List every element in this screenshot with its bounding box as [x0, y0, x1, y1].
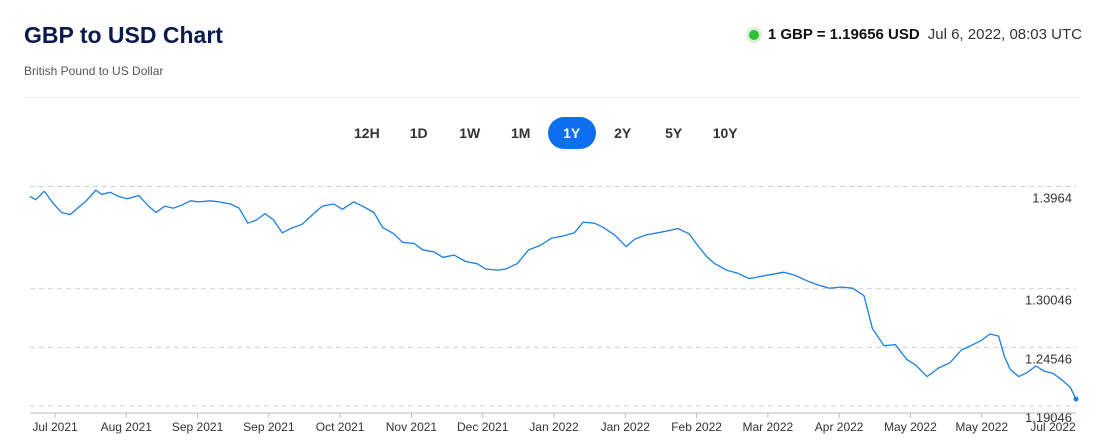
x-tick-label: Mar 2022: [743, 420, 794, 434]
tab-1d[interactable]: 1D: [409, 125, 428, 141]
tab-12h[interactable]: 12H: [354, 125, 380, 141]
x-tick-label: Feb 2022: [671, 420, 722, 434]
live-rate: 1 GBP = 1.19656 USD Jul 6, 2022, 08:03 U…: [748, 26, 1082, 43]
tab-2y[interactable]: 2Y: [614, 125, 632, 141]
tab-10y[interactable]: 10Y: [712, 125, 738, 141]
x-tick-label: Jul 2022: [1030, 420, 1076, 434]
x-tick-label: Oct 2021: [316, 420, 365, 434]
rate-value: 1 GBP = 1.19656 USD: [767, 26, 920, 43]
x-tick-label: Jan 2022: [529, 420, 579, 434]
y-tick-label: 1.19046: [1025, 410, 1072, 425]
x-tick-label: Aug 2021: [101, 420, 153, 434]
series-line: [29, 189, 1077, 400]
x-tick-label: Dec 2021: [457, 420, 509, 434]
y-tick-label: 1.30046: [1025, 293, 1072, 308]
x-tick-label: Apr 2022: [815, 420, 864, 434]
page-subtitle: British Pound to US Dollar: [24, 64, 164, 78]
live-status-icon: [748, 29, 759, 40]
tab-1y[interactable]: 1Y: [547, 117, 596, 149]
x-tick-label: May 2022: [884, 420, 937, 434]
x-tick-label: Sep 2021: [172, 420, 224, 434]
last-point-marker: [1073, 396, 1079, 402]
x-tick-label: Jan 2022: [601, 420, 651, 434]
rate-timestamp: Jul 6, 2022, 08:03 UTC: [927, 26, 1082, 43]
header-divider: [24, 97, 1080, 98]
y-tick-label: 1.3964: [1032, 191, 1072, 206]
page-title: GBP to USD Chart: [24, 22, 223, 48]
x-tick-label: Jul 2021: [32, 420, 78, 434]
y-tick-label: 1.24546: [1025, 351, 1072, 366]
x-tick-label: Sep 2021: [243, 420, 295, 434]
x-tick-label: Nov 2021: [386, 420, 438, 434]
x-tick-label: May 2022: [955, 420, 1008, 434]
tab-1w[interactable]: 1W: [459, 125, 481, 141]
tab-5y[interactable]: 5Y: [665, 125, 683, 141]
range-tabs: 12H 1D 1W 1M 1Y 2Y 5Y 10Y: [342, 117, 753, 149]
tab-1m[interactable]: 1M: [510, 125, 531, 141]
